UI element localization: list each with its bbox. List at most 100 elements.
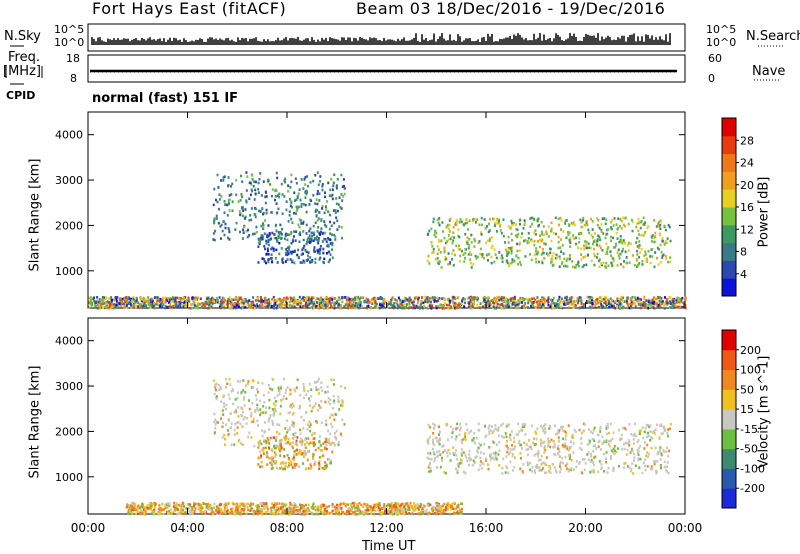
- echo-cell: [627, 439, 630, 442]
- echo-cell: [620, 295, 623, 299]
- echo-cell: [454, 297, 457, 301]
- echo-cell: [496, 428, 499, 432]
- echo-cell: [271, 458, 274, 462]
- echo-cell: [598, 244, 601, 248]
- echo-cell: [501, 256, 504, 260]
- echo-cell: [213, 412, 216, 416]
- echo-cell: [263, 244, 266, 248]
- echo-cell: [643, 223, 646, 226]
- echo-cell: [516, 228, 519, 232]
- echo-cell: [311, 260, 314, 264]
- echo-cell: [567, 306, 570, 310]
- echo-cell: [600, 230, 603, 234]
- echo-cell: [517, 306, 520, 309]
- echo-cell: [325, 251, 328, 255]
- echo-cell: [373, 505, 376, 509]
- echo-cell: [306, 511, 309, 515]
- echo-cell: [330, 413, 333, 417]
- echo-cell: [237, 420, 240, 424]
- echo-cell: [236, 300, 239, 304]
- echo-cell: [190, 505, 193, 509]
- echo-cell: [537, 250, 540, 254]
- echo-cell: [638, 220, 641, 224]
- echo-cell: [470, 233, 473, 237]
- echo-cell: [654, 235, 657, 238]
- echo-cell: [582, 216, 585, 220]
- echo-cell: [283, 455, 286, 458]
- echo-cell: [236, 296, 239, 300]
- echo-cell: [237, 298, 240, 302]
- echo-cell: [553, 302, 556, 305]
- echo-cell: [303, 178, 306, 181]
- echo-cell: [271, 423, 274, 426]
- echo-cell: [522, 471, 525, 475]
- echo-cell: [313, 301, 316, 304]
- echo-cell: [293, 305, 296, 309]
- echo-cell: [294, 443, 297, 446]
- echo-cell: [315, 305, 318, 308]
- echo-cell: [309, 463, 312, 466]
- echo-cell: [324, 400, 327, 404]
- echo-cell: [428, 457, 431, 461]
- echo-cell: [299, 300, 302, 303]
- echo-cell: [307, 251, 310, 254]
- echo-cell: [544, 242, 547, 246]
- echo-cell: [530, 258, 533, 262]
- echo-cell: [587, 253, 590, 257]
- echo-cell: [284, 427, 287, 430]
- echo-cell: [653, 460, 656, 463]
- echo-cell: [312, 239, 315, 243]
- echo-cell: [237, 305, 240, 309]
- echo-cell: [167, 297, 170, 300]
- echo-cell: [286, 465, 289, 469]
- echo-cell: [499, 257, 502, 260]
- echo-cell: [292, 404, 295, 408]
- echo-cell: [533, 437, 536, 441]
- echo-cell: [263, 440, 266, 443]
- echo-cell: [581, 265, 584, 269]
- echo-cell: [570, 467, 573, 470]
- echo-cell: [358, 301, 361, 304]
- echo-cell: [249, 193, 252, 197]
- echo-cell: [485, 225, 488, 228]
- echo-cell: [290, 460, 293, 464]
- echo-cell: [672, 305, 675, 309]
- echo-cell: [429, 435, 432, 439]
- echo-cell: [513, 295, 516, 299]
- echo-cell: [313, 306, 316, 310]
- echo-cell: [536, 427, 539, 431]
- echo-cell: [605, 233, 608, 236]
- echo-cell: [234, 228, 237, 231]
- echo-cell: [376, 306, 379, 309]
- echo-cell: [547, 303, 550, 307]
- echo-cell: [588, 295, 591, 299]
- echo-cell: [642, 223, 645, 227]
- echo-cell: [505, 259, 508, 263]
- echo-cell: [577, 264, 580, 268]
- echo-cell: [290, 232, 293, 236]
- echo-cell: [387, 300, 390, 304]
- echo-cell: [610, 254, 613, 258]
- echo-cell: [111, 303, 114, 306]
- echo-cell: [311, 259, 314, 262]
- echo-cell: [528, 439, 531, 442]
- echo-cell: [537, 450, 540, 453]
- echo-cell: [557, 303, 560, 306]
- echo-cell: [268, 442, 271, 445]
- echo-cell: [310, 388, 313, 391]
- echo-cell: [465, 218, 468, 222]
- echo-cell: [340, 385, 343, 388]
- echo-cell: [155, 300, 158, 304]
- echo-cell: [560, 427, 563, 430]
- echo-cell: [316, 239, 319, 242]
- x-axis-label: Time UT: [362, 539, 416, 554]
- echo-cell: [149, 305, 152, 309]
- echo-cell: [241, 180, 244, 184]
- echo-cell: [607, 264, 610, 268]
- echo-cell: [239, 199, 242, 202]
- echo-cell: [334, 413, 337, 417]
- echo-cell: [257, 456, 260, 460]
- echo-cell: [288, 426, 291, 430]
- echo-cell: [659, 220, 662, 224]
